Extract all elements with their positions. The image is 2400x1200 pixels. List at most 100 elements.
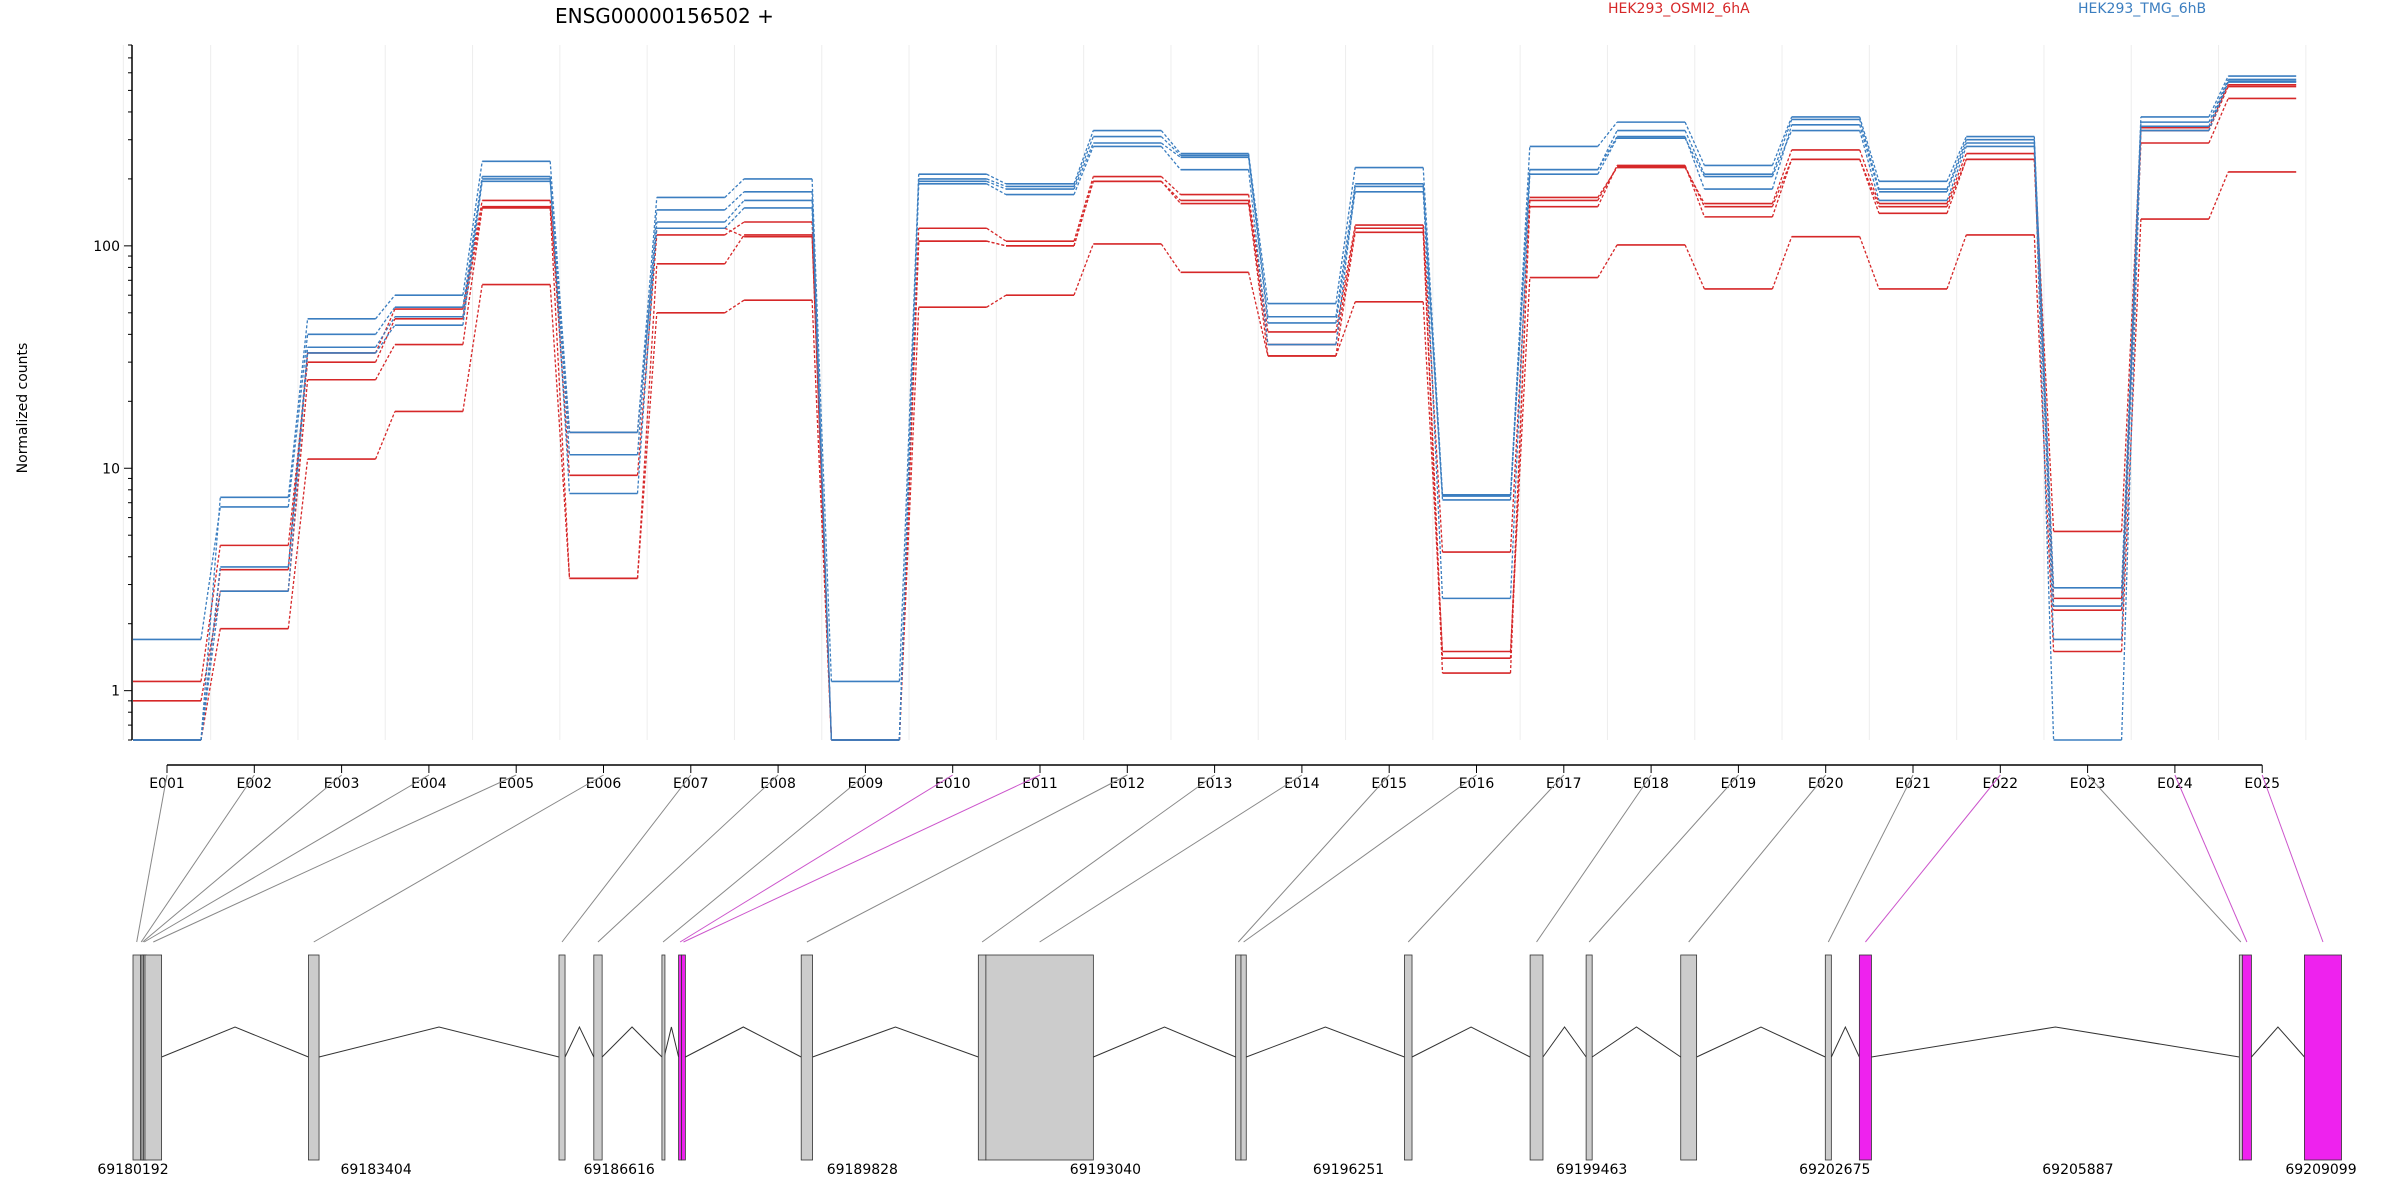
x-tick-label: E018 — [1633, 776, 1669, 792]
legend-entry-osmi2: HEK293_OSMI2_6hA — [1608, 1, 1750, 17]
x-tick-label: E014 — [1284, 776, 1320, 792]
x-tick-label: E011 — [1022, 776, 1058, 792]
exon-box-E012 — [800, 954, 813, 1161]
genomic-coordinate-label: 69183404 — [340, 1162, 411, 1178]
exon-transition — [1684, 244, 1705, 290]
exon-transition — [724, 234, 745, 265]
exon-transition — [1509, 200, 1531, 674]
exon-transition — [1509, 277, 1531, 652]
exon-transition — [1946, 234, 1967, 290]
count-series — [133, 75, 2297, 741]
intron-line — [1871, 1026, 2240, 1058]
connector-E018 — [1536, 774, 1652, 943]
exon-transition — [2208, 84, 2229, 128]
exon-transition — [1684, 165, 1706, 218]
connector-E011 — [683, 774, 1041, 943]
exon-box-E025 — [2304, 954, 2342, 1161]
connector-E003 — [142, 774, 342, 943]
x-tick-label: E016 — [1459, 776, 1495, 792]
intron-line — [564, 1025, 595, 1058]
connector-E009 — [662, 774, 866, 943]
y-tick-label: 10 — [102, 461, 120, 477]
exon-transition — [1684, 137, 1705, 177]
exon-transition — [2208, 98, 2229, 144]
exon-transition — [2033, 142, 2055, 640]
exon-transition — [1859, 119, 1880, 190]
exon-transition — [898, 183, 920, 741]
connector-E007 — [561, 774, 692, 943]
connector-E001 — [136, 774, 168, 943]
exon-box-E018 — [1529, 954, 1544, 1161]
x-tick-label: E020 — [1808, 776, 1844, 792]
connector-E005 — [153, 774, 517, 943]
intron-line — [161, 1026, 309, 1058]
exon-transition — [1684, 136, 1706, 190]
x-tick-label: E005 — [498, 776, 534, 792]
exon-transition — [2033, 146, 2055, 741]
exon-transition — [1247, 169, 1269, 345]
exon-transition — [375, 294, 396, 320]
exon-transition — [1247, 203, 1269, 356]
intron-line — [1591, 1026, 1682, 1058]
exon-transition — [724, 191, 745, 211]
x-tick-label: E006 — [586, 776, 622, 792]
exon-transition — [1247, 194, 1269, 333]
exon-transition — [287, 458, 309, 629]
exon-box-E011 — [681, 954, 686, 1161]
genomic-coordinate-label: 69196251 — [1313, 1162, 1384, 1178]
exon-transition — [287, 347, 309, 567]
exon-transition — [200, 497, 221, 741]
intron-line — [685, 1026, 802, 1058]
exon-transition — [2120, 142, 2142, 611]
connector-E013 — [981, 774, 1215, 943]
intron-line — [1246, 1026, 1405, 1058]
exon-transition — [1771, 159, 1793, 207]
exon-transition — [1335, 183, 1356, 317]
exon-transition — [1509, 169, 1531, 501]
exon-transition — [1859, 124, 1880, 192]
exon-transition — [1859, 130, 1880, 201]
exon-transition — [200, 591, 221, 741]
exon-box-E024 — [2241, 954, 2252, 1161]
exon-transition — [2208, 81, 2229, 131]
exon-box-E014 — [985, 954, 1094, 1161]
intron-line — [2251, 1026, 2305, 1058]
series-red-4 — [133, 171, 2297, 741]
x-tick-label: E010 — [935, 776, 971, 792]
connector-E004 — [143, 774, 430, 943]
exon-transition — [287, 362, 309, 546]
exon-transition — [2033, 153, 2055, 532]
exon-transition — [724, 178, 745, 198]
exon-transition — [1160, 145, 1182, 171]
exon-transition — [1335, 186, 1356, 345]
x-tick-label: E017 — [1546, 776, 1582, 792]
connector-E024 — [2174, 774, 2248, 943]
connector-E006 — [313, 774, 604, 943]
exon-transition — [1946, 136, 1967, 182]
exon-transition — [986, 173, 1007, 185]
exon-transition — [375, 306, 396, 335]
exon-transition — [1073, 181, 1094, 247]
exon-box-E016 — [1240, 954, 1247, 1161]
exon-transition — [636, 197, 658, 433]
exon-transition — [1859, 159, 1880, 214]
exon-transition — [636, 312, 658, 579]
exon-transition — [811, 207, 833, 741]
exon-transition — [1160, 142, 1181, 158]
exon-transition — [2033, 139, 2055, 607]
x-tick-label: E001 — [149, 776, 185, 792]
exon-transition — [2208, 79, 2229, 123]
exon-box-E006 — [308, 954, 320, 1161]
x-tick-label: E023 — [2070, 776, 2106, 792]
exon-transition — [375, 324, 396, 354]
exon-transition — [986, 180, 1007, 190]
series-blue-8 — [133, 81, 2297, 741]
connector-E012 — [806, 774, 1128, 943]
exon-transition — [1946, 146, 1967, 201]
exon-transition — [2120, 122, 2142, 607]
exon-transition — [1160, 180, 1182, 201]
exon-transition — [200, 591, 221, 701]
exon-transition — [1160, 243, 1182, 273]
exon-transition — [375, 316, 396, 348]
exon-transition — [1509, 174, 1531, 599]
